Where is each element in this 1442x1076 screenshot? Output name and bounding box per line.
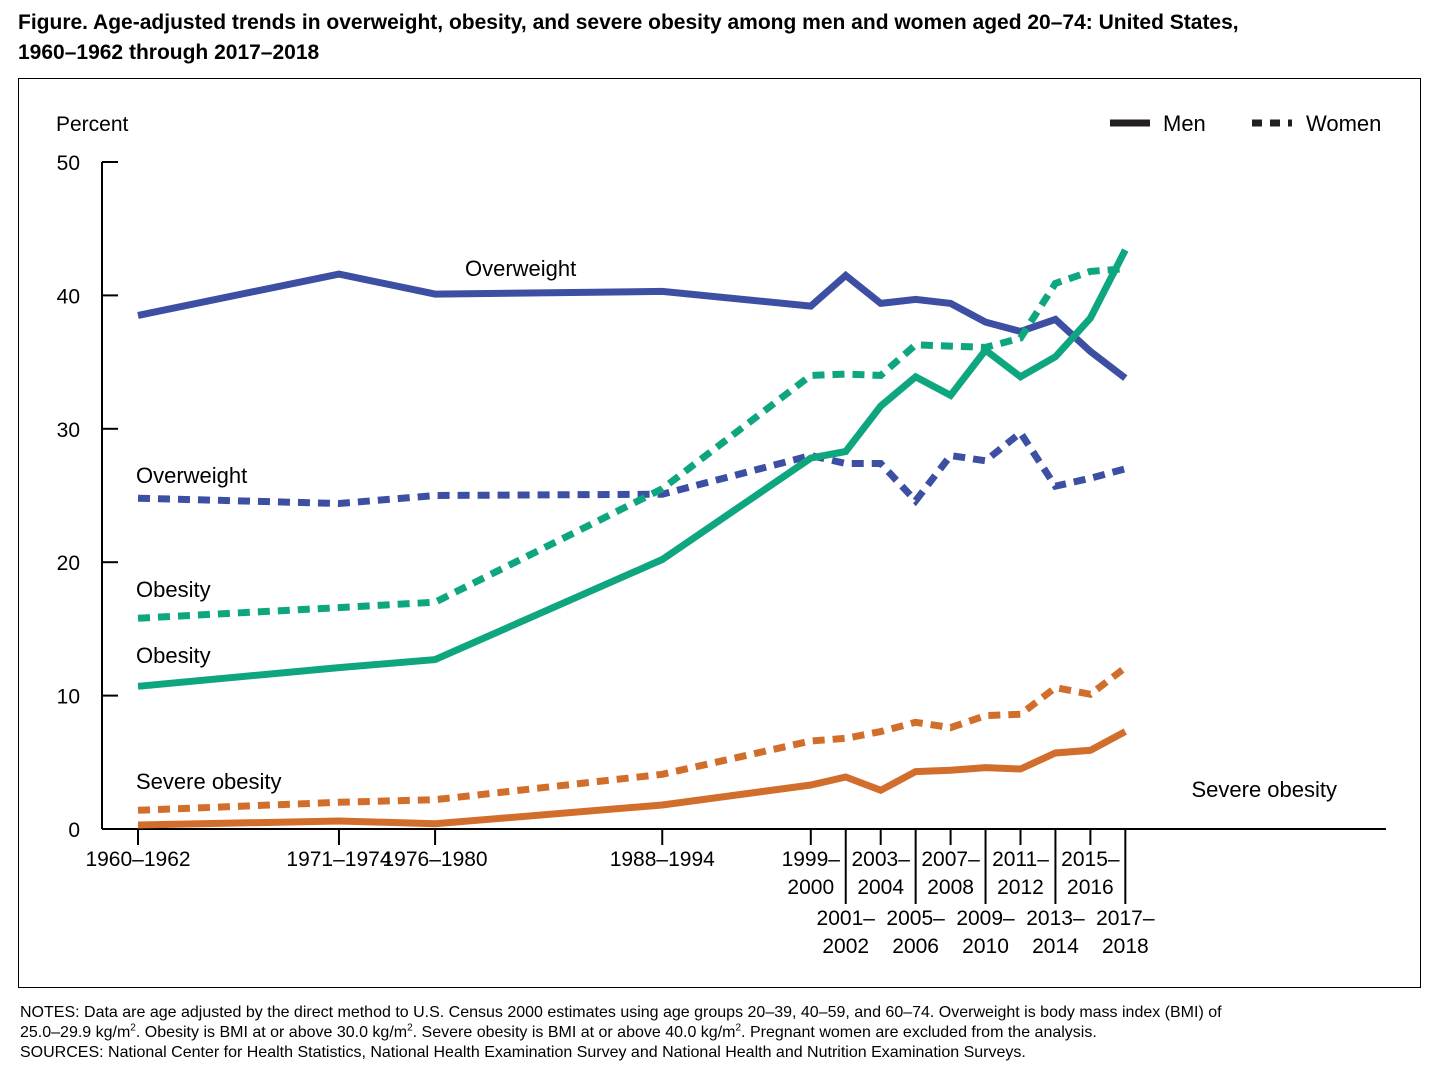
- x-tick-label: 2011–: [992, 848, 1049, 871]
- series-line-women-severe-obesity: [137, 664, 1128, 814]
- figure-title: Figure. Age-adjusted trends in overweigh…: [18, 8, 1428, 68]
- x-tick-label: 1976–1980: [383, 848, 488, 871]
- x-tick-label: 1971–1974: [286, 848, 391, 871]
- legend: Men Women: [1110, 111, 1381, 136]
- chart-labels: Overweight Overweight Obesity Obesity Severe…: [136, 256, 1337, 802]
- legend-label-women: Women: [1306, 111, 1381, 136]
- x-tick-label: 2007–: [921, 848, 980, 871]
- x-tick-label: 2006: [892, 935, 939, 958]
- x-tick-label: 2004: [857, 876, 904, 899]
- y-tick-label: 20: [57, 552, 80, 575]
- y-tick-label: 40: [57, 285, 80, 308]
- axes: 0 10 20 30 40 50 Percent 1960–1962 1971–19741976…: [56, 113, 1386, 958]
- series-line-men-obesity: [137, 248, 1129, 690]
- x-tick-label: 2005–: [886, 907, 945, 930]
- legend-label-men: Men: [1163, 111, 1206, 136]
- series-annotation-label: Overweight: [465, 256, 576, 281]
- figure-title-line-1: Figure. Age-adjusted trends in overweigh…: [18, 11, 1239, 34]
- x-tick-label: 2015–: [1061, 848, 1120, 871]
- x-tick-label: 2016: [1067, 876, 1114, 899]
- series-annotation-label: Severe obesity: [136, 769, 282, 794]
- x-tick-label: 2002: [822, 935, 869, 958]
- x-tick-label: 2001–: [817, 907, 876, 930]
- series-lines: [137, 248, 1129, 829]
- x-tick-label: 2017–: [1096, 907, 1155, 930]
- notes: NOTES: Data are age adjusted by the dire…: [20, 1003, 1425, 1063]
- y-axis-title: Percent: [56, 113, 129, 136]
- x-tick-label: 2003–: [851, 848, 910, 871]
- series-annotation-label: Severe obesity: [1191, 777, 1337, 802]
- series-annotation-label: Obesity: [136, 577, 211, 602]
- x-tick-label: 2018: [1102, 935, 1149, 958]
- notes-line-1: NOTES: Data are age adjusted by the dire…: [20, 1004, 1222, 1021]
- x-tick-label: 2012: [997, 876, 1044, 899]
- x-tick-label: 2000: [787, 876, 834, 899]
- x-tick-label: 2013–: [1026, 907, 1085, 930]
- x-tick-label: 2014: [1032, 935, 1079, 958]
- y-tick-label: 30: [57, 419, 80, 442]
- y-tick-label: 10: [57, 686, 80, 709]
- x-tick-label: 1960–1962: [85, 848, 190, 871]
- x-tick-label: 2008: [927, 876, 974, 899]
- series-annotation-label: Overweight: [136, 463, 247, 488]
- x-tick-label: 2010: [962, 935, 1009, 958]
- figure-title-line-2: 1960–1962 through 2017–2018: [18, 41, 320, 64]
- y-tick-label: 50: [57, 152, 80, 175]
- sources-line: SOURCES: National Center for Health Stat…: [20, 1044, 1026, 1061]
- y-tick-label: 0: [68, 819, 80, 842]
- chart-frame: [18, 78, 1421, 988]
- series-line-women-obesity: [137, 265, 1126, 622]
- x-tick-label: 2009–: [956, 907, 1015, 930]
- series-line-women-overweight: [137, 427, 1127, 508]
- x-tick-label: 1988–1994: [610, 848, 715, 871]
- series-annotation-label: Obesity: [136, 643, 211, 668]
- series-line-men-overweight: [137, 270, 1128, 381]
- series-line-men-severe-obesity: [137, 728, 1127, 829]
- x-tick-label: 1999–: [782, 848, 841, 871]
- notes-line-2: 25.0–29.9 kg/m2. Obesity is BMI at or ab…: [20, 1022, 1097, 1041]
